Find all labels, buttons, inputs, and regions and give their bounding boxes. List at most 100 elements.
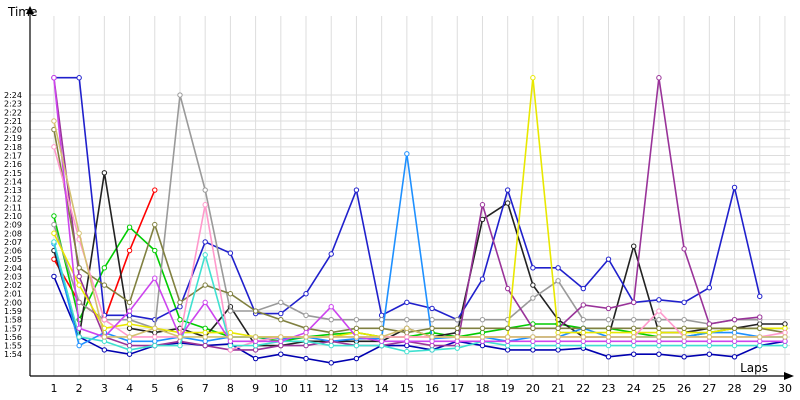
- data-point: [530, 75, 536, 81]
- x-tick-label: 16: [425, 382, 439, 395]
- data-point: [177, 304, 183, 310]
- data-point: [101, 282, 108, 288]
- x-tick-label: 18: [475, 382, 489, 395]
- data-point: [328, 251, 334, 257]
- data-point: [227, 250, 234, 256]
- data-point: [631, 334, 637, 340]
- data-point: [580, 325, 587, 331]
- data-point: [731, 184, 738, 191]
- data-point: [202, 202, 208, 208]
- data-point: [76, 334, 82, 340]
- data-point: [429, 305, 435, 312]
- data-point: [731, 334, 738, 340]
- data-point: [555, 338, 561, 344]
- data-point: [429, 342, 435, 349]
- data-point: [555, 325, 561, 331]
- data-point: [504, 342, 511, 349]
- data-point: [580, 342, 587, 349]
- x-tick-label: 7: [202, 382, 209, 395]
- y-tick-label: 2:14: [4, 177, 22, 186]
- series-line: [53, 129, 786, 334]
- data-point: [152, 275, 158, 281]
- data-point: [681, 325, 687, 331]
- data-point: [202, 239, 208, 245]
- y-tick-label: 2:24: [4, 91, 22, 100]
- data-point: [126, 321, 133, 327]
- data-point: [656, 308, 662, 314]
- data-point: [353, 355, 360, 362]
- series-line: [53, 276, 786, 364]
- data-point: [580, 338, 587, 344]
- series-lines: [51, 75, 788, 366]
- x-tick-label: 30: [778, 382, 792, 395]
- data-point: [454, 325, 460, 331]
- data-point: [530, 334, 536, 340]
- x-axis-arrow: [784, 372, 794, 380]
- data-point: [227, 347, 234, 353]
- data-point: [328, 329, 334, 336]
- data-point: [706, 342, 713, 349]
- data-point: [126, 316, 133, 323]
- data-point: [757, 325, 763, 331]
- data-point: [504, 285, 511, 292]
- data-point: [681, 338, 687, 344]
- y-tick-label: 2:08: [4, 229, 22, 238]
- data-point: [757, 338, 763, 344]
- y-axis-arrow: [26, 6, 34, 14]
- data-point: [202, 325, 208, 331]
- data-point: [378, 312, 385, 319]
- data-point: [706, 329, 713, 336]
- data-point: [656, 297, 662, 303]
- series-driver-12: [51, 239, 788, 355]
- data-point: [631, 351, 637, 357]
- data-point: [152, 342, 158, 349]
- y-tick-label: 2:03: [4, 272, 22, 281]
- data-point: [580, 329, 587, 336]
- data-point: [605, 325, 612, 331]
- data-point: [656, 334, 662, 340]
- data-point: [656, 329, 662, 336]
- data-point: [731, 354, 738, 360]
- x-tick-label: 26: [677, 382, 691, 395]
- data-point: [303, 329, 309, 336]
- data-point: [656, 338, 662, 344]
- x-tick-label: 21: [551, 382, 565, 395]
- data-point: [605, 329, 612, 336]
- data-point: [126, 342, 133, 349]
- data-point: [152, 325, 158, 331]
- series-driver-10: [51, 126, 788, 336]
- data-point: [303, 334, 309, 340]
- y-tick-label: 2:04: [4, 264, 22, 273]
- data-point: [479, 334, 486, 340]
- data-point: [252, 355, 259, 362]
- data-point: [152, 334, 158, 340]
- y-tick-label: 2:16: [4, 160, 22, 169]
- data-point: [353, 187, 360, 193]
- y-tick-label: 2:17: [4, 152, 22, 161]
- data-point: [303, 338, 309, 344]
- y-tick-label: 1:59: [4, 307, 22, 316]
- data-point: [126, 224, 133, 230]
- data-point: [429, 338, 435, 344]
- data-point: [278, 316, 284, 323]
- data-point: [227, 308, 234, 314]
- series-driver-14: [51, 118, 788, 340]
- data-point: [555, 347, 561, 353]
- x-tick-label: 19: [501, 382, 515, 395]
- series-line: [53, 77, 785, 343]
- data-point: [404, 316, 410, 323]
- data-point: [782, 321, 788, 327]
- data-point: [429, 334, 435, 340]
- data-point: [152, 221, 158, 228]
- data-point: [479, 276, 486, 282]
- data-point: [76, 230, 82, 236]
- data-point: [252, 334, 259, 340]
- data-point: [252, 347, 259, 353]
- data-point: [681, 246, 687, 252]
- data-point: [479, 202, 486, 208]
- data-point: [227, 334, 234, 340]
- x-tick-label: 17: [450, 382, 464, 395]
- data-point: [731, 329, 738, 336]
- data-point: [706, 334, 713, 340]
- x-tick-label: 11: [299, 382, 313, 395]
